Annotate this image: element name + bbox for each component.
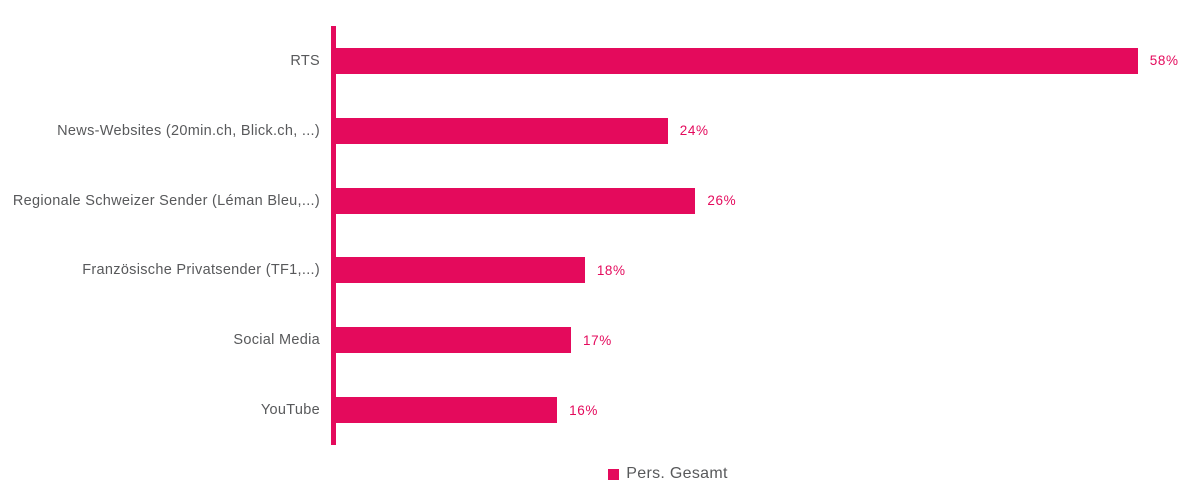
bar-row: Social Media 17% (0, 305, 1200, 375)
value-label: 18% (596, 262, 626, 278)
bar (336, 187, 696, 214)
value-label: 26% (707, 193, 737, 209)
category-label: News-Websites (20min.ch, Blick.ch, ...) (57, 122, 320, 139)
category-label: RTS (290, 52, 320, 69)
bar-row: RTS 58% (0, 26, 1200, 96)
bar-row: Französische Privatsender (TF1,...) 18% (0, 235, 1200, 305)
bar (336, 257, 585, 284)
value-label: 16% (569, 402, 598, 418)
bar (336, 327, 571, 354)
legend-label: Pers. Gesamt (626, 465, 728, 482)
category-label: Französische Privatsender (TF1,...) (82, 262, 320, 279)
value-label: 24% (679, 123, 709, 139)
legend-swatch-icon (608, 468, 620, 480)
bar-row: YouTube 16% (0, 375, 1200, 445)
plot-area: RTS 58% News-Websites (20min.ch, Blick.c… (0, 26, 1200, 445)
bar (336, 47, 1138, 74)
bar (336, 397, 558, 424)
category-label: Social Media (233, 332, 320, 349)
category-label: Regionale Schweizer Sender (Léman Bleu,.… (12, 192, 320, 209)
value-label: 58% (1149, 53, 1179, 69)
value-label: 17% (583, 332, 612, 348)
y-axis-line (331, 26, 336, 445)
bar-row: News-Websites (20min.ch, Blick.ch, ...) … (0, 96, 1200, 166)
category-label: YouTube (260, 402, 320, 419)
bar-row: Regionale Schweizer Sender (Léman Bleu,.… (0, 166, 1200, 236)
bar (336, 117, 668, 144)
legend: Pers. Gesamt (68, 465, 1200, 483)
